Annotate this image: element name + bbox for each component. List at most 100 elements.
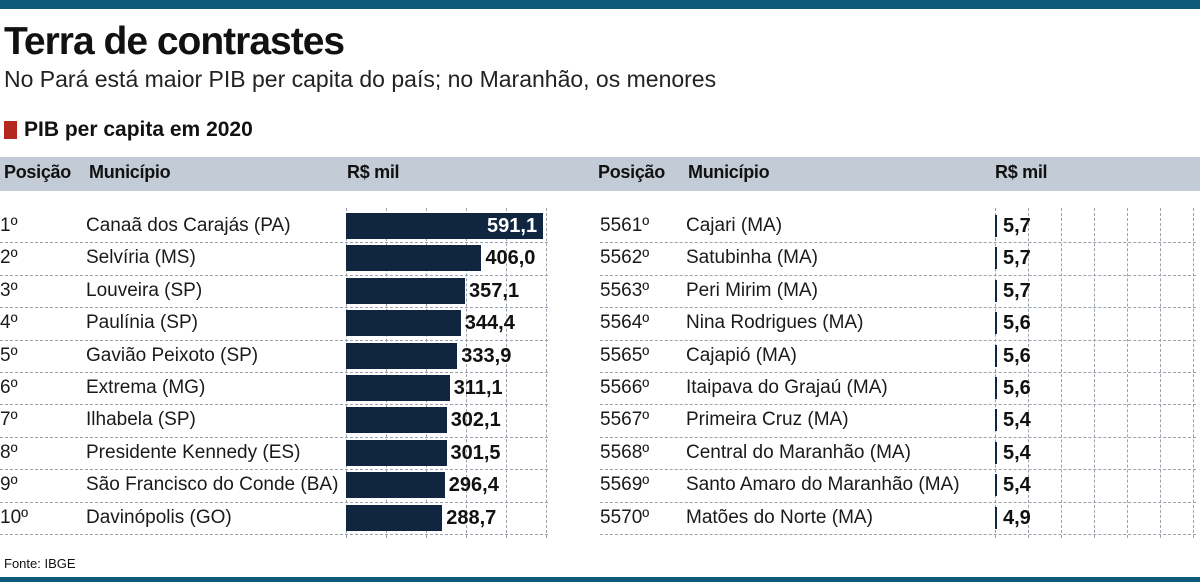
row-separator (600, 469, 1196, 471)
municipality-label: Presidente Kennedy (ES) (86, 441, 301, 463)
municipality-label: Selvíria (MS) (86, 247, 196, 269)
gridline (1160, 208, 1161, 538)
gridline (995, 208, 996, 538)
bar (995, 312, 997, 335)
bar-value-label: 301,5 (450, 441, 501, 464)
rank-label: 1º (0, 215, 18, 236)
bar-value-label: 591,1 (487, 215, 538, 237)
rank-label: 7º (0, 409, 18, 431)
bar (995, 344, 997, 367)
rank-label: 5564º (600, 312, 650, 334)
rank-label: 10º (0, 506, 29, 528)
bar (995, 377, 997, 399)
chart-title: Terra de contrastes (4, 20, 345, 63)
bar-value-label: 5,7 (1003, 247, 1031, 270)
rank-label: 5568º (600, 441, 650, 463)
row-separator (600, 339, 1196, 341)
bar (346, 342, 458, 369)
bar-value-label: 357,1 (469, 279, 520, 302)
row-separator (600, 436, 1196, 438)
source-note: Fonte: IBGE (4, 556, 76, 571)
header-value-right: R$ mil (995, 162, 1048, 182)
municipality-label: Peri Mirim (MA) (686, 279, 818, 301)
bar (346, 245, 482, 272)
row-separator (600, 242, 1196, 244)
gridline (426, 208, 427, 538)
bar-value-label: 5,4 (1003, 474, 1031, 497)
row-separator (600, 404, 1196, 406)
municipality-label: Davinópolis (GO) (86, 506, 232, 528)
bar (995, 279, 997, 302)
bar-value-label: 288,7 (446, 506, 497, 529)
bar-value-label: 406,0 (485, 247, 536, 270)
municipality-label: Santo Amaro do Maranhão (MA) (686, 474, 960, 496)
bar-value-label: 5,4 (1003, 409, 1031, 432)
row-separator (600, 534, 1196, 535)
row-separator (600, 501, 1196, 503)
bar-value-label: 344,4 (464, 312, 515, 335)
gridline (346, 208, 347, 538)
rank-label: 5563º (600, 279, 650, 301)
rank-label: 8º (0, 441, 18, 463)
bar (995, 441, 997, 464)
row-separator (600, 307, 1196, 309)
municipality-label: Matões do Norte (MA) (686, 506, 873, 528)
rank-label: 4º (0, 312, 18, 334)
municipality-label: Canaã dos Carajás (PA) (86, 215, 291, 236)
gridline (506, 208, 507, 538)
gridline (386, 208, 387, 538)
municipality-label: Louveira (SP) (86, 279, 203, 301)
bar-value-label: 5,4 (1003, 441, 1031, 464)
row-separator (0, 404, 548, 406)
row-separator (0, 436, 548, 438)
rank-label: 5567º (600, 409, 650, 431)
bar-value-label: 333,9 (461, 344, 512, 367)
bar-value-label: 311,1 (453, 377, 503, 399)
gridline (466, 208, 467, 538)
section-title: PIB per capita em 2020 (24, 118, 253, 141)
bottom-accent-bar (0, 577, 1200, 582)
row-separator (600, 372, 1196, 373)
gridline (1127, 208, 1128, 538)
bar-value-label: 296,4 (448, 474, 499, 497)
rank-label: 5570º (600, 506, 650, 528)
row-separator (0, 242, 548, 244)
table-header-band (0, 157, 1200, 191)
bar-value-label: 4,9 (1003, 506, 1031, 529)
rank-label: 3º (0, 279, 18, 301)
bar-value-label: 302,1 (450, 409, 501, 432)
rank-label: 2º (0, 247, 18, 269)
header-position-left: Posição (4, 162, 71, 182)
municipality-label: Cajapió (MA) (686, 344, 797, 366)
row-separator (0, 469, 548, 471)
section-marker (4, 121, 17, 139)
gridline (1061, 208, 1062, 538)
municipality-label: Gavião Peixoto (SP) (86, 344, 259, 366)
bar (346, 472, 445, 499)
top-accent-bar (0, 0, 1200, 9)
row-separator (0, 372, 548, 373)
rank-label: 5562º (600, 247, 650, 269)
bar (346, 213, 544, 239)
municipality-label: São Francisco do Conde (BA) (86, 474, 339, 496)
rank-label: 5º (0, 344, 18, 366)
bar (995, 506, 997, 529)
bar (346, 439, 447, 466)
gridline (1094, 208, 1095, 538)
municipality-label: Paulínia (SP) (86, 312, 198, 334)
bar (346, 310, 461, 337)
row-separator (0, 339, 548, 341)
bar (346, 504, 443, 531)
bar (995, 474, 997, 497)
municipality-label: Nina Rodrigues (MA) (686, 312, 864, 334)
bar (995, 215, 997, 237)
header-position-right: Posição (598, 162, 665, 182)
bar-value-label: 5,6 (1003, 344, 1031, 367)
municipality-label: Central do Maranhão (MA) (686, 441, 911, 463)
bar (346, 375, 450, 401)
bar-value-label: 5,7 (1003, 215, 1031, 237)
rank-label: 9º (0, 474, 18, 496)
gridline (1028, 208, 1029, 538)
header-value-left: R$ mil (347, 162, 400, 182)
rank-label: 6º (0, 377, 18, 398)
